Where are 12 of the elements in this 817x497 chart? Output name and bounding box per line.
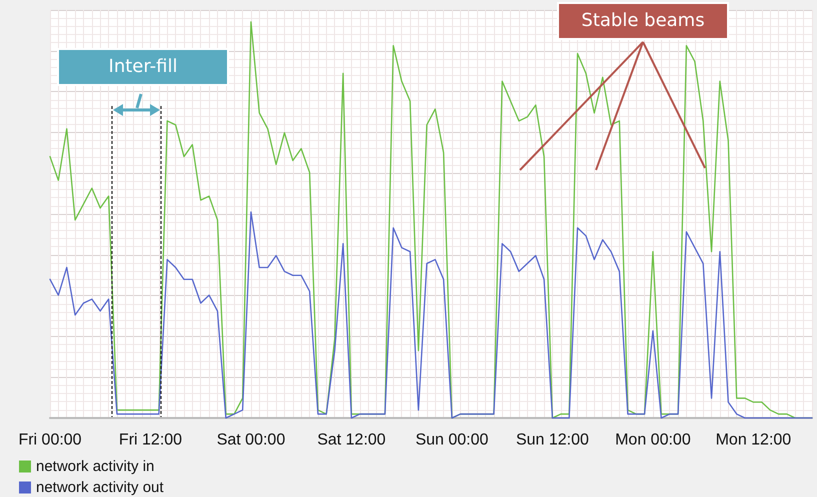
x-tick-label: Sun 00:00 (415, 432, 489, 448)
x-tick-label: Mon 00:00 (615, 432, 691, 448)
legend-label: network activity in (36, 458, 154, 475)
callout-label: Inter-fill (57, 48, 229, 86)
x-tick-label: Fri 12:00 (118, 432, 182, 448)
x-tick-label: Mon 12:00 (716, 432, 792, 448)
x-tick-label: Sat 00:00 (216, 432, 286, 448)
x-tick-label: Fri 00:00 (18, 432, 82, 448)
x-tick-label: Sat 12:00 (317, 432, 386, 448)
callout-label: Stable beams (557, 2, 729, 40)
x-tick-label: Sun 12:00 (516, 432, 589, 448)
legend-label: network activity out (36, 479, 164, 496)
